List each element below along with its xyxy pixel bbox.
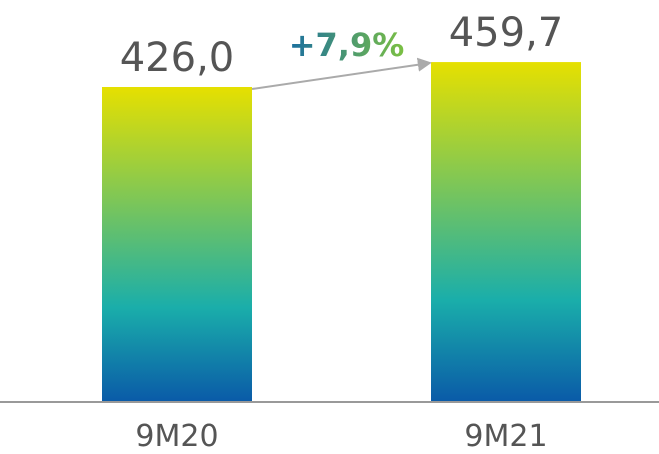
value-label-9m20: 426,0	[120, 35, 235, 81]
bar-9m21	[431, 62, 581, 402]
category-labels-group: 9M20 9M21	[135, 419, 547, 454]
category-label-9m21: 9M21	[464, 419, 547, 454]
value-labels-group: 426,0 459,7	[120, 10, 564, 81]
growth-arrow	[251, 57, 432, 90]
value-label-9m21: 459,7	[449, 10, 564, 56]
growth-annotation: +7,9%	[289, 26, 405, 64]
bar-9m20	[102, 87, 252, 402]
category-label-9m20: 9M20	[135, 419, 218, 454]
bars-group	[102, 62, 581, 402]
